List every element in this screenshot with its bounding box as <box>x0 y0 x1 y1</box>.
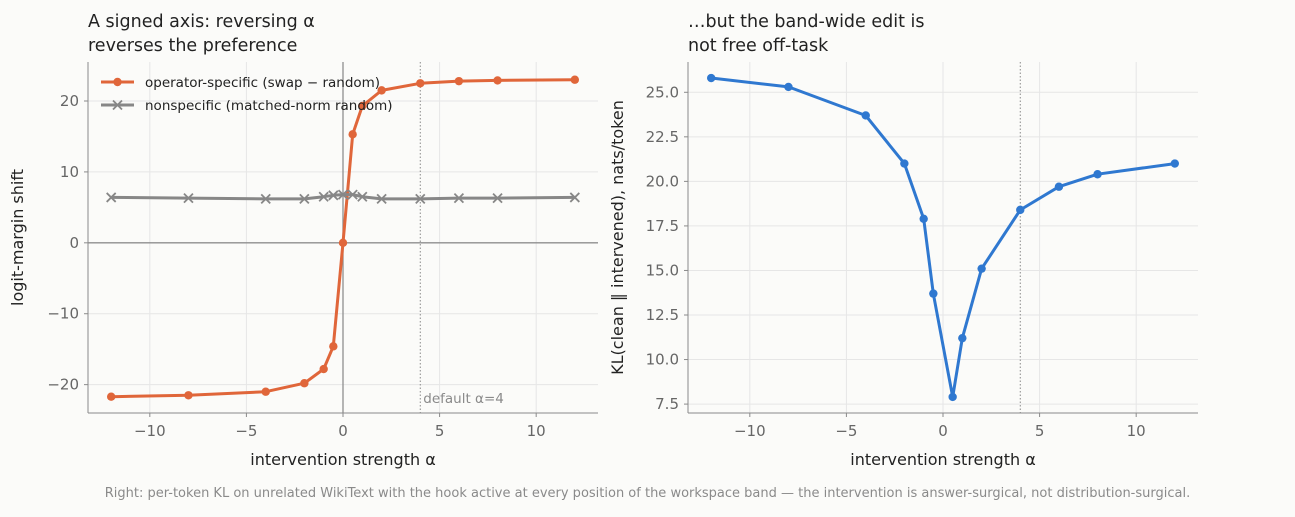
data-point <box>570 75 580 84</box>
figure: −10 −5 0 5 10 −20 −10 0 10 20 intervention strengt… <box>8 12 1198 469</box>
series-line <box>111 193 575 201</box>
data-point <box>106 392 116 401</box>
y-tick-label: −10 <box>47 305 79 323</box>
data-point <box>260 193 271 204</box>
legend-marker <box>113 77 122 87</box>
y-tick-label: 20.0 <box>646 172 679 190</box>
data-point <box>1093 170 1102 179</box>
data-point <box>706 73 716 83</box>
y-tick-label: 10.0 <box>646 351 679 369</box>
x-tick-label: −10 <box>134 422 166 440</box>
x-tick-label: 0 <box>338 422 348 440</box>
data-point <box>376 193 387 204</box>
y-tick-label: 10 <box>60 163 79 181</box>
data-point <box>453 193 465 204</box>
y-tick-label: −20 <box>47 376 79 394</box>
data-point <box>106 192 117 203</box>
data-point <box>261 387 270 396</box>
data-point <box>454 76 464 86</box>
y-tick-label: 20 <box>60 92 79 110</box>
legend-label: nonspecific (matched-norm random) <box>145 98 393 114</box>
data-point <box>958 333 967 343</box>
default-alpha-annotation: default α=4 <box>423 391 504 407</box>
series-line <box>111 78 575 399</box>
data-point <box>492 193 503 204</box>
legend-label: operator-specific (swap − random) <box>145 75 380 91</box>
y-tick-label: 15.0 <box>646 261 679 279</box>
chart-title-line: reverses the preference <box>88 36 297 56</box>
data-point <box>377 86 386 95</box>
data-point <box>338 238 348 248</box>
data-point <box>900 159 909 168</box>
data-point <box>318 191 329 202</box>
data-point <box>784 82 793 92</box>
x-tick-label: 10 <box>527 422 546 440</box>
x-tick-label: 10 <box>1127 422 1146 440</box>
y-tick-label: 7.5 <box>655 395 679 413</box>
data-point <box>948 392 957 402</box>
data-point <box>300 379 309 388</box>
data-point <box>919 214 928 223</box>
x-tick-label: 5 <box>1035 422 1045 440</box>
data-point <box>183 193 194 204</box>
data-point <box>416 79 425 88</box>
chart-title-line: …but the band-wide edit is <box>688 12 925 32</box>
data-point <box>358 101 367 111</box>
data-point <box>929 289 938 298</box>
chart-title-line: not free off-task <box>688 36 829 56</box>
y-axis-label: KL(clean ‖ intervened), nats/token <box>608 100 627 375</box>
figure-caption: Right: per-token KL on unrelated WikiTex… <box>104 486 1191 501</box>
data-point <box>319 364 328 374</box>
data-point <box>184 391 193 400</box>
y-tick-label: 25.0 <box>646 83 679 101</box>
legend-marker <box>112 99 123 111</box>
data-point <box>348 130 357 139</box>
data-point <box>415 193 426 204</box>
data-point <box>1054 182 1064 191</box>
legend: operator-specific (swap − random) nonspec… <box>101 75 393 114</box>
data-point <box>347 189 358 200</box>
x-tick-label: 5 <box>435 422 445 440</box>
data-point <box>299 193 310 204</box>
right-panel: −10 −5 0 5 10 7.5 10.0 12.5 15.0 17.5 20.0 22.5 25.0… <box>608 12 1198 469</box>
data-point <box>493 76 502 85</box>
data-point <box>337 189 349 200</box>
data-point <box>977 264 986 273</box>
y-tick-label: 17.5 <box>646 217 679 235</box>
y-tick-label: 12.5 <box>646 306 679 324</box>
data-point <box>329 342 338 351</box>
x-axis-label: intervention strength α <box>250 450 436 469</box>
data-point <box>357 191 368 202</box>
data-point <box>569 192 580 203</box>
data-point <box>1170 159 1180 168</box>
y-axis-label: logit-margin shift <box>8 169 27 306</box>
x-axis-label: intervention strength α <box>850 450 1036 469</box>
chart-title-line: A signed axis: reversing α <box>88 12 315 32</box>
x-tick-label: 0 <box>938 422 948 440</box>
y-tick-label: 22.5 <box>646 128 679 146</box>
y-tick-label: 0 <box>69 234 79 252</box>
x-tick-label: −5 <box>835 422 857 440</box>
x-tick-label: −5 <box>235 422 257 440</box>
data-point <box>328 190 339 201</box>
x-tick-label: −10 <box>734 422 766 440</box>
data-point <box>1016 205 1025 215</box>
data-point <box>861 111 870 120</box>
left-panel: −10 −5 0 5 10 −20 −10 0 10 20 intervention strengt… <box>8 12 598 469</box>
